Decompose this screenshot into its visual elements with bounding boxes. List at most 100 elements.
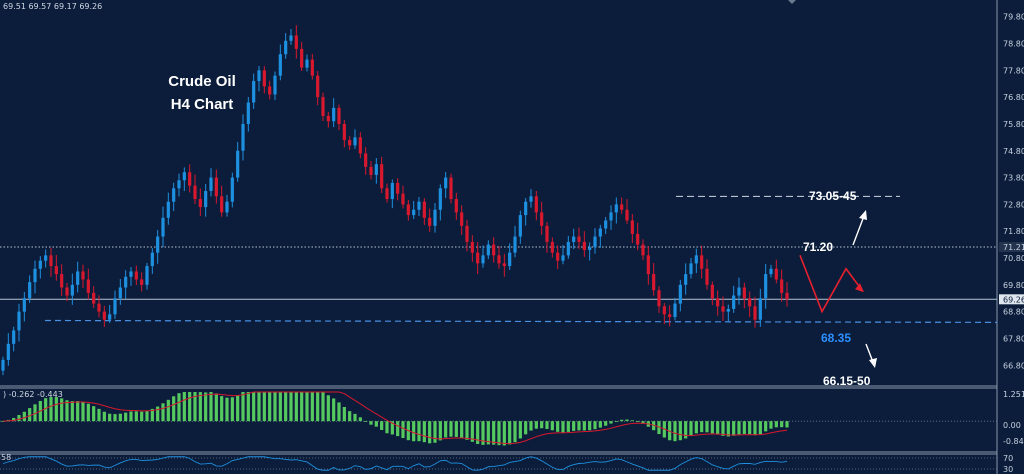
candle <box>476 241 480 275</box>
candle <box>364 147 368 175</box>
candle <box>188 164 192 193</box>
macd-bar <box>252 392 256 422</box>
candle <box>289 28 293 45</box>
macd-bar <box>49 397 53 422</box>
macd-bar <box>81 401 85 422</box>
candle <box>636 222 640 251</box>
candle <box>22 292 26 322</box>
macd-bar <box>273 392 277 422</box>
macd-bar <box>726 421 730 437</box>
candle <box>529 189 533 208</box>
candle <box>556 245 560 270</box>
candle <box>545 221 549 253</box>
candle <box>460 205 464 235</box>
macd-bar <box>374 421 378 427</box>
macd-bar <box>481 421 485 445</box>
macd-bar <box>326 395 330 422</box>
candle <box>726 304 730 322</box>
y-tick: 70.80 <box>1003 254 1024 263</box>
macd-bar <box>550 421 554 431</box>
candle <box>54 255 58 281</box>
candle <box>86 268 90 300</box>
candle <box>742 282 746 309</box>
oscillator-line <box>2 456 788 471</box>
macd-bar <box>780 421 784 428</box>
macd-bar <box>561 421 565 433</box>
y-tick: 75.80 <box>1003 120 1024 129</box>
macd-bar <box>124 412 128 422</box>
candle <box>710 281 714 305</box>
macd-bar <box>609 421 613 424</box>
candle <box>49 247 53 277</box>
candle <box>262 66 266 94</box>
macd-bar <box>401 421 405 439</box>
candle <box>385 183 389 203</box>
candle <box>60 264 64 296</box>
candle <box>102 305 106 327</box>
macd-bar <box>257 392 261 422</box>
candle <box>422 198 426 225</box>
macd-label: ) -0.262 -0.443 <box>3 390 63 399</box>
candle <box>534 190 538 221</box>
macd-bar <box>492 421 496 445</box>
macd-bar <box>769 421 773 429</box>
macd-bar <box>678 421 682 441</box>
macd-bar <box>620 419 624 422</box>
candle <box>593 228 597 254</box>
macd-bar <box>774 421 778 428</box>
candle <box>566 235 570 259</box>
candle <box>518 210 522 244</box>
macd-bar <box>86 403 90 422</box>
candle <box>268 80 272 100</box>
macd-bar <box>166 399 170 422</box>
candle <box>598 224 602 248</box>
candle <box>572 228 576 250</box>
candle <box>12 326 16 352</box>
macd-bar <box>54 397 58 422</box>
macd-bar <box>150 408 154 422</box>
macd-y-tick: -0.844 <box>1003 437 1024 446</box>
macd-bar <box>342 406 346 422</box>
candle <box>369 160 373 180</box>
candle <box>44 249 48 268</box>
macd-bar <box>694 421 698 434</box>
macd-bar <box>22 411 26 422</box>
macd-bar <box>577 421 581 431</box>
macd-bar <box>721 421 725 436</box>
candle <box>321 92 325 122</box>
y-tick: 77.80 <box>1003 66 1024 75</box>
y-tick: 67.80 <box>1003 334 1024 343</box>
current-price-tag <box>999 294 1024 305</box>
macd-bar <box>684 421 688 439</box>
candle <box>257 65 261 92</box>
macd-bar <box>534 421 538 429</box>
macd-bar <box>428 421 432 444</box>
macd-bar <box>390 421 394 435</box>
candle <box>38 256 42 279</box>
macd-bar <box>102 411 106 422</box>
candle <box>294 25 298 59</box>
macd-bar <box>113 414 117 422</box>
oscillator-label: 58 <box>1 453 11 462</box>
macd-bar <box>689 421 693 437</box>
candle <box>694 248 698 274</box>
macd-bar <box>193 392 197 422</box>
price-axis: 79.80 78.80 77.80 76.80 75.80 74.80 73.8… <box>1003 13 1024 371</box>
candle <box>689 257 693 279</box>
candle <box>284 33 288 59</box>
macd-bar <box>369 421 373 425</box>
candle <box>780 269 784 302</box>
candle <box>220 185 224 217</box>
macd-bar <box>214 393 218 422</box>
candle <box>588 242 592 261</box>
candle <box>230 172 234 208</box>
macd-bar <box>12 417 16 422</box>
candle <box>97 295 101 318</box>
macd-bar <box>241 392 245 422</box>
candle <box>620 197 624 214</box>
candle <box>673 297 677 321</box>
macd-bar <box>161 403 165 422</box>
axis-frame <box>0 0 998 474</box>
candle <box>454 192 458 220</box>
